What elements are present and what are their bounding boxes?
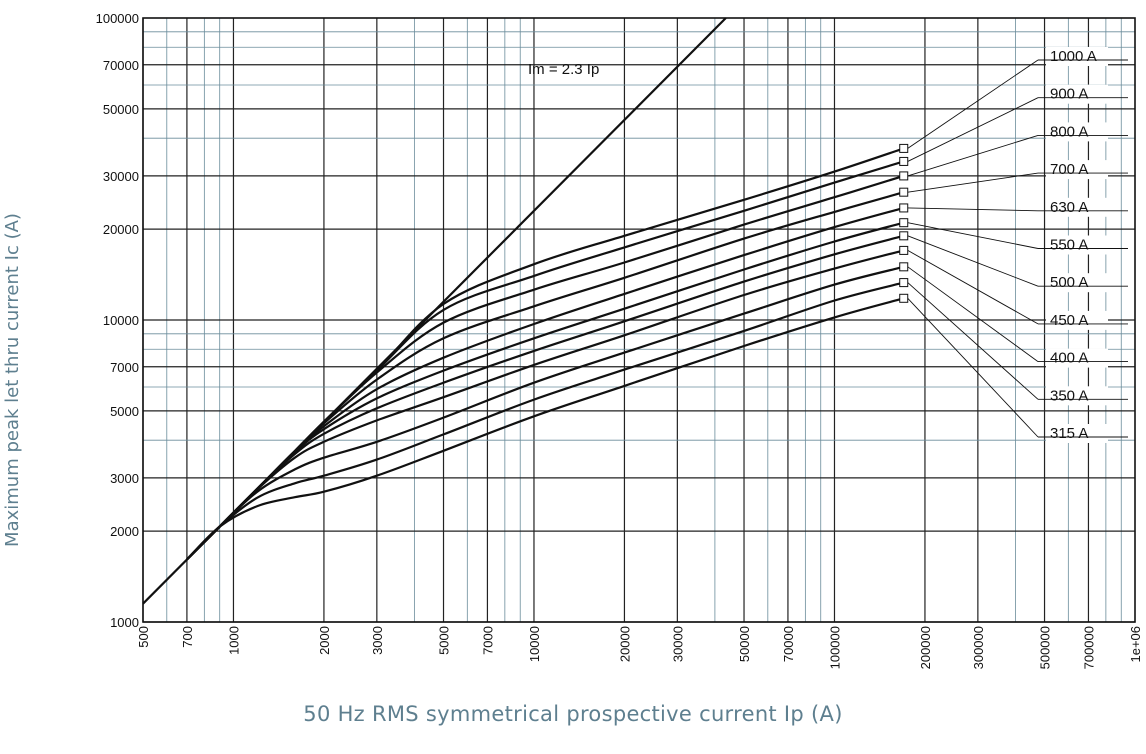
series-end-marker [899, 245, 909, 255]
series-label: 450 A [1050, 312, 1088, 329]
series-label: 550 A [1050, 237, 1088, 254]
series-label-bg [1046, 47, 1108, 66]
series-label-bg [1046, 197, 1108, 217]
y-tick-label: 30000 [103, 169, 139, 184]
x-tick-label: 2000 [317, 626, 332, 655]
series-leader-line [907, 207, 1039, 212]
y-tick-label: 2000 [110, 524, 139, 539]
series-end-marker [899, 231, 909, 241]
x-tick-label: 20000 [617, 626, 632, 662]
y-tick-label: 5000 [110, 404, 139, 419]
series-label: 700 A [1050, 161, 1088, 178]
chart-curves [142, 17, 1039, 605]
series-label: 800 A [1050, 123, 1088, 140]
series-end-marker [899, 171, 909, 181]
x-tick-label: 1e+06 [1128, 626, 1143, 663]
x-tick-label: 100000 [827, 626, 842, 669]
series-label-bg [1046, 273, 1108, 293]
series-label-bg [1046, 424, 1108, 443]
chart-labels: 1000 2000 3000 5000 7000 10000 20000 30000 50000… [96, 11, 1143, 669]
y-tick-label: 7000 [110, 360, 139, 375]
series-leader-line [907, 59, 1039, 149]
y-tick-label: 70000 [103, 58, 139, 73]
series-label-bg [1046, 386, 1108, 406]
y-axis-label: Maximum peak let thru current Ic (A) [2, 213, 23, 547]
x-tick-label: 7000 [480, 626, 495, 655]
x-axis-label: 50 Hz RMS symmetrical prospective curren… [303, 702, 843, 726]
series-label-bg [1046, 310, 1108, 330]
series-end-marker [899, 218, 909, 228]
y-tick-label: 10000 [103, 313, 139, 328]
series-label-bg [1046, 122, 1108, 142]
y-tick-label: 20000 [103, 222, 139, 237]
series-label: 350 A [1050, 387, 1088, 404]
series-end-marker [899, 262, 909, 272]
series-label: 1000 A [1050, 48, 1097, 65]
series-leader-line [907, 97, 1039, 162]
x-tick-label: 50000 [737, 626, 752, 662]
series-label: 500 A [1050, 274, 1088, 291]
x-tick-label: 70000 [781, 626, 796, 662]
series-label-bg [1046, 235, 1108, 255]
series-end-marker [899, 203, 909, 213]
series-leader-line [907, 134, 1039, 177]
x-tick-label: 10000 [527, 626, 542, 662]
y-tick-label: 3000 [110, 471, 139, 486]
x-tick-label: 500 [136, 626, 151, 648]
y-tick-label: 1000 [110, 615, 139, 630]
x-tick-label: 500000 [1038, 626, 1053, 669]
series-leader-line [907, 250, 1039, 325]
x-tick-label: 30000 [670, 626, 685, 662]
x-tick-label: 700000 [1081, 626, 1096, 669]
y-tick-label: 100000 [96, 11, 139, 26]
series-leader-line [907, 222, 1039, 249]
series-label: 400 A [1050, 350, 1088, 367]
x-tick-label: 3000 [370, 626, 385, 655]
series-line [186, 191, 905, 561]
x-tick-label: 1000 [226, 626, 241, 655]
series-label-bg [1046, 84, 1108, 104]
series-line [186, 265, 904, 561]
series-leader-line [907, 235, 1039, 287]
series-leader-line [907, 297, 1039, 438]
series-line [186, 147, 905, 561]
series-end-marker [899, 187, 909, 197]
series-leader-line [907, 282, 1039, 400]
series-end-marker [899, 143, 909, 153]
series-leader-line [907, 266, 1039, 362]
x-tick-label: 200000 [918, 626, 933, 669]
series-leader-line [907, 172, 1039, 193]
series-label-bg [1046, 348, 1108, 368]
series-label: 315 A [1050, 425, 1088, 442]
series-end-marker [899, 156, 909, 166]
x-tick-label: 300000 [971, 626, 986, 669]
series-line [186, 234, 904, 561]
y-tick-label: 50000 [103, 102, 139, 117]
series-line [186, 221, 904, 561]
series-label: 900 A [1050, 86, 1088, 103]
plot-frame [142, 17, 1136, 623]
series-line [186, 297, 904, 561]
series-end-marker [899, 293, 909, 303]
series-line [186, 281, 904, 561]
series-end-marker [899, 278, 909, 288]
series-label-bg [1046, 160, 1108, 180]
chart-grid [142, 17, 1136, 623]
x-tick-label: 5000 [437, 626, 452, 655]
x-tick-label: 700 [180, 626, 195, 648]
reference-line-label: Im = 2.3 Ip [528, 61, 599, 78]
series-label: 630 A [1050, 199, 1088, 216]
series-line [186, 174, 905, 561]
